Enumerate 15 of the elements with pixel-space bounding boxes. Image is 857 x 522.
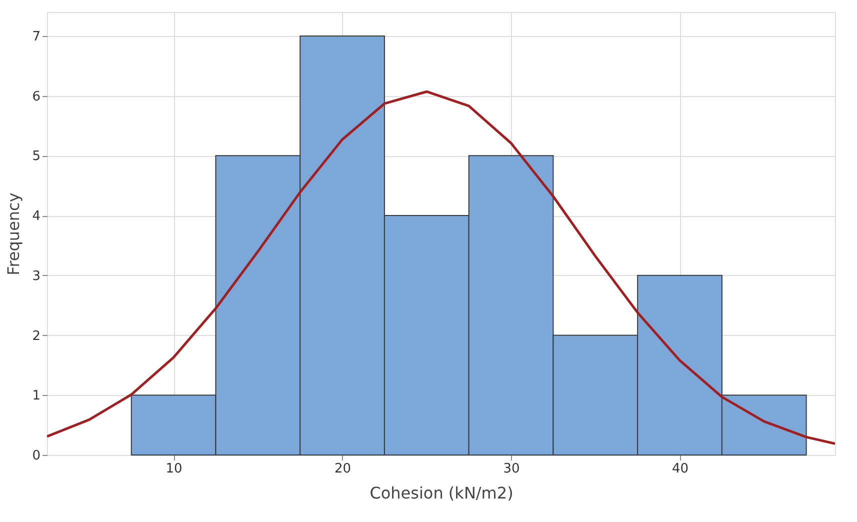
x-tick-label: 40: [672, 462, 689, 476]
line-series: [47, 90, 835, 445]
y-tick-label: 2: [32, 328, 40, 344]
x-tick-label: 30: [503, 462, 520, 476]
y-tick-label: 6: [32, 89, 40, 104]
x-tick-label: 10: [166, 462, 182, 476]
x-axis-title: Cohesion (kN/m2): [370, 484, 514, 502]
y-tick-label: 5: [32, 149, 40, 164]
y-axis-title: Frequency: [4, 192, 24, 276]
y-tick-label: 3: [32, 268, 40, 284]
y-tick-label: 4: [32, 209, 40, 224]
y-tick-label: 0: [32, 448, 40, 464]
y-tick-label: 1: [32, 388, 40, 404]
y-tick-label: 7: [32, 29, 40, 44]
x-tick-label: 20: [334, 462, 352, 476]
